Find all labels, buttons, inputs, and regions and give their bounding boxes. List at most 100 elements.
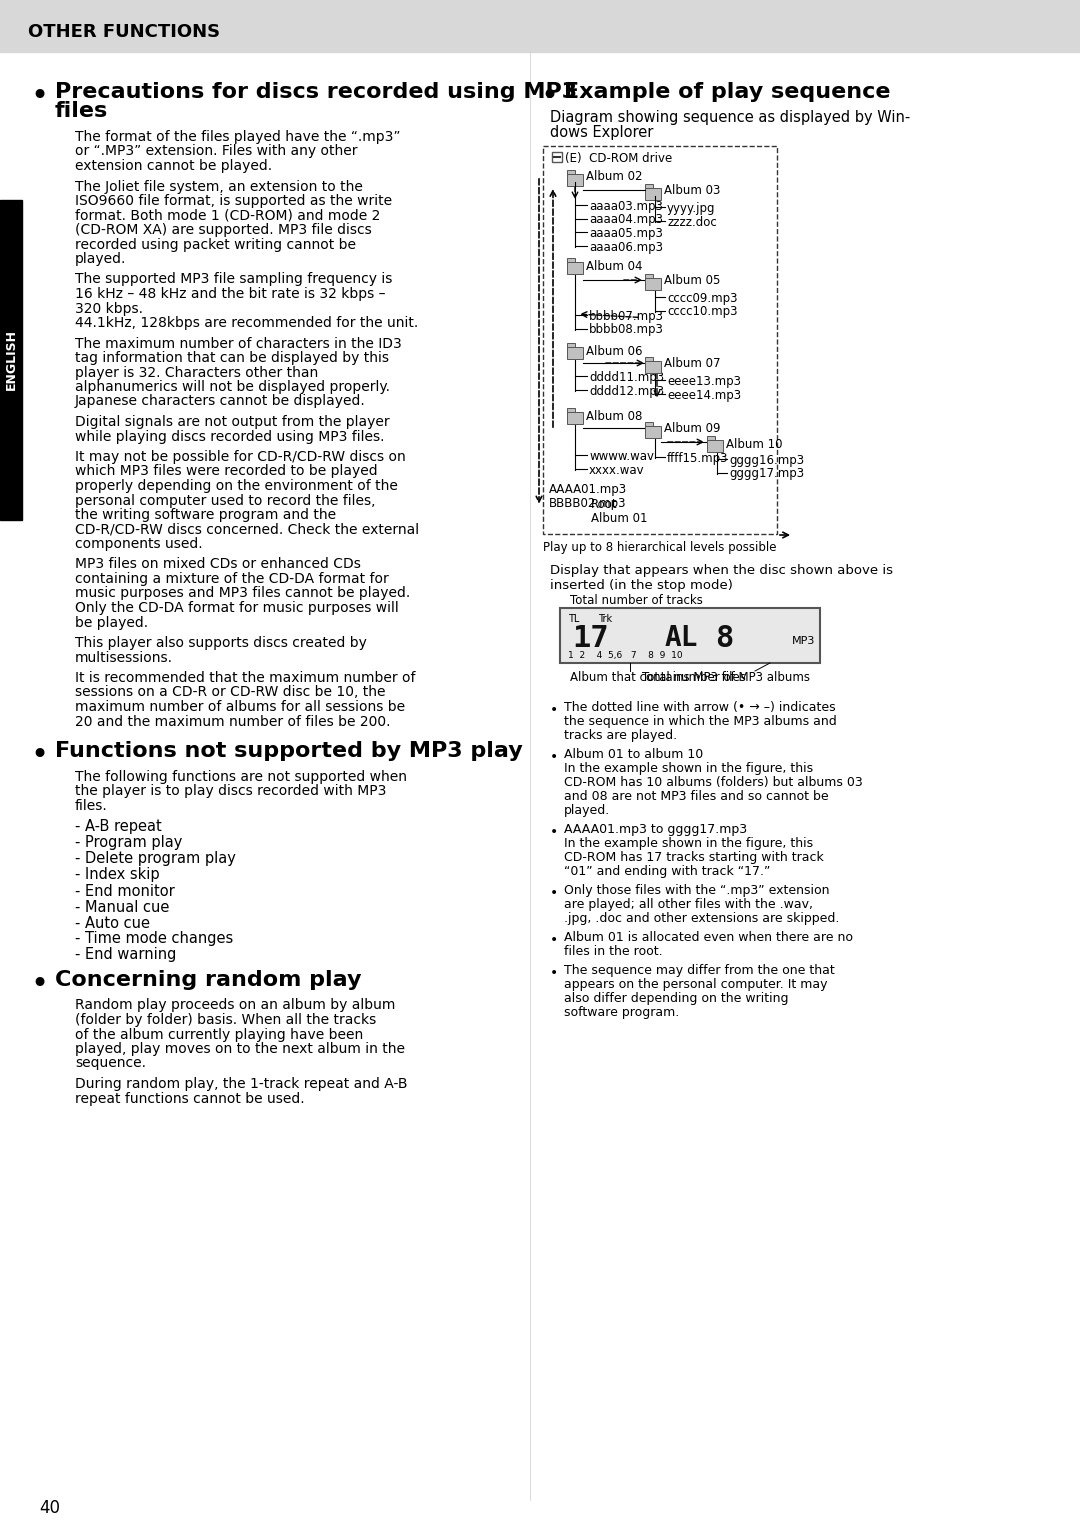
Text: The supported MP3 file sampling frequency is: The supported MP3 file sampling frequenc…: [75, 272, 392, 287]
Text: TL: TL: [568, 614, 579, 623]
Text: gggg17.mp3: gggg17.mp3: [729, 468, 805, 480]
Text: ISO9660 file format, is supported as the write: ISO9660 file format, is supported as the…: [75, 194, 392, 208]
Text: or “.MP3” extension. Files with any other: or “.MP3” extension. Files with any othe…: [75, 145, 357, 159]
Text: Only those files with the “.mp3” extension: Only those files with the “.mp3” extensi…: [564, 885, 829, 897]
Text: cccc09.mp3: cccc09.mp3: [667, 292, 738, 306]
Text: Total number of MP3 albums: Total number of MP3 albums: [642, 671, 810, 685]
Bar: [567, 413, 583, 423]
Text: It may not be possible for CD-R/CD-RW discs on: It may not be possible for CD-R/CD-RW di…: [75, 451, 406, 465]
Text: ENGLISH: ENGLISH: [4, 330, 17, 391]
Text: multisessions.: multisessions.: [75, 651, 173, 665]
Text: OTHER FUNCTIONS: OTHER FUNCTIONS: [28, 23, 220, 41]
Text: Album 08: Album 08: [586, 410, 643, 423]
Text: The dotted line with arrow (• → –) indicates: The dotted line with arrow (• → –) indic…: [564, 701, 836, 714]
Text: 8: 8: [715, 623, 733, 652]
Text: The Joliet file system, an extension to the: The Joliet file system, an extension to …: [75, 179, 363, 194]
Text: 44.1kHz, 128kbps are recommended for the unit.: 44.1kHz, 128kbps are recommended for the…: [75, 316, 418, 330]
Text: components used.: components used.: [75, 536, 203, 552]
Text: files: files: [55, 101, 108, 121]
Text: music purposes and MP3 files cannot be played.: music purposes and MP3 files cannot be p…: [75, 587, 410, 601]
Text: yyyy.jpg: yyyy.jpg: [667, 202, 715, 215]
Text: Concerning random play: Concerning random play: [55, 969, 362, 990]
Text: CD-ROM has 17 tracks starting with track: CD-ROM has 17 tracks starting with track: [564, 851, 824, 863]
Text: Trk: Trk: [598, 614, 612, 623]
Text: sequence.: sequence.: [75, 1056, 146, 1071]
Text: MP3 files on mixed CDs or enhanced CDs: MP3 files on mixed CDs or enhanced CDs: [75, 558, 361, 571]
Text: MP3: MP3: [792, 636, 815, 646]
Text: (folder by folder) basis. When all the tracks: (folder by folder) basis. When all the t…: [75, 1013, 376, 1027]
Text: Digital signals are not output from the player: Digital signals are not output from the …: [75, 416, 390, 429]
Text: The sequence may differ from the one that: The sequence may differ from the one tha…: [564, 964, 835, 976]
Bar: [552, 151, 562, 162]
Text: Diagram showing sequence as displayed by Win-: Diagram showing sequence as displayed by…: [550, 110, 910, 125]
Text: gggg16.mp3: gggg16.mp3: [729, 454, 805, 468]
Text: - A-B repeat: - A-B repeat: [75, 819, 162, 834]
Text: During random play, the 1-track repeat and A-B: During random play, the 1-track repeat a…: [75, 1077, 407, 1091]
Bar: [567, 170, 575, 174]
Bar: [645, 362, 661, 373]
Text: played.: played.: [75, 252, 126, 266]
Text: cccc10.mp3: cccc10.mp3: [667, 306, 738, 318]
Text: software program.: software program.: [564, 1005, 679, 1019]
Text: It is recommended that the maximum number of: It is recommended that the maximum numbe…: [75, 671, 416, 685]
Text: extension cannot be played.: extension cannot be played.: [75, 159, 272, 173]
Text: 17: 17: [572, 623, 609, 652]
Text: •: •: [540, 83, 558, 112]
Text: aaaa06.mp3: aaaa06.mp3: [589, 240, 663, 254]
Text: In the example shown in the figure, this: In the example shown in the figure, this: [564, 762, 813, 775]
Text: the player is to play discs recorded with MP3: the player is to play discs recorded wit…: [75, 784, 387, 799]
Text: tracks are played.: tracks are played.: [564, 729, 677, 743]
Text: Album that contains MP3 files: Album that contains MP3 files: [570, 671, 746, 685]
Text: - Index skip: - Index skip: [75, 868, 160, 883]
Text: aaaa04.mp3: aaaa04.mp3: [589, 214, 663, 226]
Text: - Auto cue: - Auto cue: [75, 915, 150, 931]
Text: (E)  CD-ROM drive: (E) CD-ROM drive: [565, 151, 672, 165]
Text: maximum number of albums for all sessions be: maximum number of albums for all session…: [75, 700, 405, 714]
Bar: [543, 147, 777, 533]
Text: which MP3 files were recorded to be played: which MP3 files were recorded to be play…: [75, 465, 378, 478]
Text: eeee13.mp3: eeee13.mp3: [667, 374, 741, 388]
Text: CD-ROM has 10 albums (folders) but albums 03: CD-ROM has 10 albums (folders) but album…: [564, 776, 863, 788]
Text: be played.: be played.: [75, 616, 148, 630]
Text: - Delete program play: - Delete program play: [75, 851, 235, 866]
Text: format. Both mode 1 (CD-ROM) and mode 2: format. Both mode 1 (CD-ROM) and mode 2: [75, 208, 380, 223]
Text: AAAA01.mp3 to gggg17.mp3: AAAA01.mp3 to gggg17.mp3: [564, 824, 747, 836]
Text: •: •: [550, 703, 558, 717]
Text: of the album currently playing have been: of the album currently playing have been: [75, 1027, 363, 1042]
Text: Album 07: Album 07: [664, 358, 720, 370]
Text: eeee14.mp3: eeee14.mp3: [667, 388, 741, 402]
Bar: [707, 435, 715, 440]
Bar: [567, 258, 575, 263]
Text: also differ depending on the writing: also differ depending on the writing: [564, 992, 788, 1005]
Text: •: •: [30, 969, 49, 998]
Text: This player also supports discs created by: This player also supports discs created …: [75, 636, 367, 649]
Text: Only the CD-DA format for music purposes will: Only the CD-DA format for music purposes…: [75, 601, 399, 614]
Text: recorded using packet writing cannot be: recorded using packet writing cannot be: [75, 237, 356, 252]
Text: •: •: [550, 934, 558, 947]
Text: Album 03: Album 03: [664, 183, 720, 197]
Text: Total number of tracks: Total number of tracks: [570, 594, 703, 607]
Text: Precautions for discs recorded using MP3: Precautions for discs recorded using MP3: [55, 83, 577, 102]
Text: .jpg, .doc and other extensions are skipped.: .jpg, .doc and other extensions are skip…: [564, 912, 839, 924]
Text: bbbb08.mp3: bbbb08.mp3: [589, 324, 664, 336]
Text: properly depending on the environment of the: properly depending on the environment of…: [75, 478, 397, 494]
Text: •: •: [550, 750, 558, 764]
Text: - Time mode changes: - Time mode changes: [75, 932, 233, 946]
Text: the sequence in which the MP3 albums and: the sequence in which the MP3 albums and: [564, 715, 837, 727]
Text: Album 01: Album 01: [591, 512, 648, 526]
Text: AAAA01.mp3: AAAA01.mp3: [549, 483, 627, 497]
Text: and 08 are not MP3 files and so cannot be: and 08 are not MP3 files and so cannot b…: [564, 790, 828, 804]
Text: aaaa03.mp3: aaaa03.mp3: [589, 200, 663, 212]
Text: wwww.wav: wwww.wav: [589, 451, 654, 463]
Text: player is 32. Characters other than: player is 32. Characters other than: [75, 365, 319, 379]
Text: while playing discs recorded using MP3 files.: while playing discs recorded using MP3 f…: [75, 429, 384, 443]
Text: The format of the files played have the “.mp3”: The format of the files played have the …: [75, 130, 401, 144]
Text: repeat functions cannot be used.: repeat functions cannot be used.: [75, 1091, 305, 1105]
Text: 320 kbps.: 320 kbps.: [75, 301, 143, 315]
Text: - Manual cue: - Manual cue: [75, 900, 170, 914]
Text: •: •: [30, 83, 49, 112]
Text: files.: files.: [75, 799, 108, 813]
Bar: [645, 278, 661, 290]
Text: ffff15.mp3: ffff15.mp3: [667, 452, 729, 465]
Text: tag information that can be displayed by this: tag information that can be displayed by…: [75, 351, 389, 365]
